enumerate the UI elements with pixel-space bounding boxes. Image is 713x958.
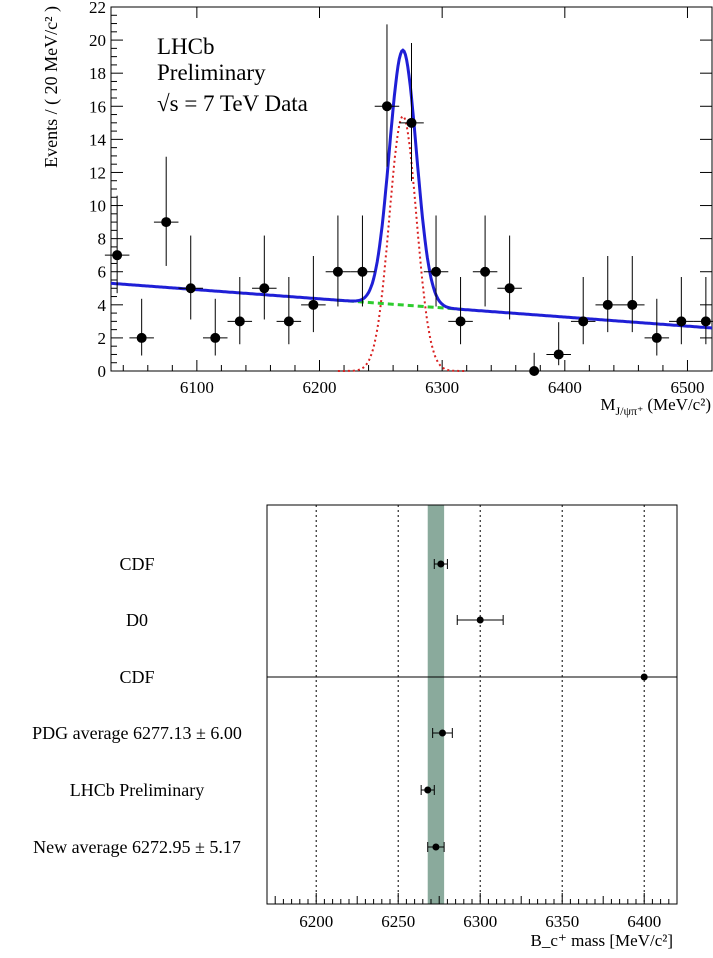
data-point [399, 43, 424, 182]
bottom-row-labels: CDF D0 CDF PDG average 6277.13 ± 6.00 LHCb P… [32, 554, 242, 857]
row-label: CDF [119, 554, 154, 574]
data-point [153, 156, 179, 266]
data-point [227, 276, 253, 345]
y-tick-label: 6 [98, 263, 107, 282]
y-tick-label: 20 [89, 31, 106, 50]
row-label: New average 6272.95 ± 5.17 [33, 837, 241, 857]
data-point [693, 276, 713, 345]
top-axes: 0 2 4 6 8 10 12 14 16 18 20 22 6100 6200 6300 6400 6500 [89, 0, 713, 397]
data-point [546, 322, 571, 366]
data-point [620, 256, 645, 333]
data-point [276, 276, 302, 345]
x-tick-label: 6100 [180, 378, 214, 397]
bottom-grid [315, 505, 645, 904]
bottom-measurements [420, 559, 648, 852]
measurement-point [420, 785, 435, 795]
data-point [325, 215, 351, 307]
row-label: CDF [119, 667, 154, 687]
x-tick-label: 6400 [627, 912, 661, 931]
y-tick-label: 14 [89, 130, 107, 149]
average-band [427, 505, 445, 904]
data-point [252, 235, 277, 320]
measurement-point [433, 559, 448, 569]
data-point [350, 215, 375, 307]
data-point [669, 276, 694, 345]
data-point [129, 298, 154, 356]
y-tick-label: 10 [89, 197, 106, 216]
measurement-point [427, 842, 445, 852]
data-point [178, 235, 203, 320]
x-tick-label: 6300 [463, 912, 497, 931]
signal-component-curve [337, 115, 467, 372]
data-point [104, 195, 130, 294]
x-tick-label: 6400 [548, 378, 582, 397]
y-tick-label: 16 [89, 97, 106, 116]
x-tick-label: 6250 [381, 912, 415, 931]
y-tick-label: 2 [98, 329, 107, 348]
bottom-plot-frame [266, 504, 678, 905]
top-y-axis-label: Events / ( 20 MeV/c² ) [41, 6, 62, 168]
annotation-preliminary: Preliminary [157, 60, 266, 85]
data-point [521, 352, 547, 376]
y-tick-label: 0 [98, 362, 107, 381]
row-label: D0 [126, 610, 148, 630]
data-point [374, 24, 400, 167]
annotation-energy: √s = 7 TeV Data [157, 91, 308, 116]
data-point [472, 215, 498, 307]
top-data-points [104, 24, 713, 376]
measurement-point [456, 615, 504, 625]
row-label: LHCb Preliminary [70, 780, 204, 800]
x-tick-label: 6200 [303, 378, 337, 397]
x-tick-label: 6200 [299, 912, 333, 931]
bottom-axes: 6200 6250 6300 6350 6400 [274, 893, 678, 931]
data-point [497, 235, 522, 320]
x-tick-label: 6350 [545, 912, 579, 931]
data-point [423, 215, 449, 307]
bottom-x-axis-label: B_c⁺ mass [MeV/c²] [531, 931, 673, 950]
x-tick-label: 6500 [670, 378, 704, 397]
data-point [595, 256, 621, 333]
y-tick-label: 22 [89, 0, 106, 17]
mass-comparison-panel: 6200 6250 6300 6350 6400 CDF D0 CDF PDG average… [32, 504, 678, 950]
y-tick-label: 4 [98, 296, 107, 315]
svg-text:MJ/ψπ⁺(MeV/c²): MJ/ψπ⁺ (MeV/c²) [600, 395, 711, 418]
top-x-axis-label: MJ/ψπ⁺ (MeV/c²) [600, 395, 711, 418]
data-point [301, 256, 326, 333]
measurement-point [640, 673, 648, 681]
annotation-lhcb: LHCb [157, 34, 215, 59]
row-label: PDG average 6277.13 ± 6.00 [32, 723, 242, 743]
data-point [202, 298, 228, 356]
data-point [448, 276, 473, 345]
data-point [570, 276, 596, 345]
y-tick-label: 12 [89, 163, 106, 182]
data-point [644, 298, 670, 356]
measurement-point [432, 728, 453, 738]
y-tick-label: 18 [89, 64, 106, 83]
y-tick-label: 8 [98, 230, 107, 249]
x-tick-label: 6300 [425, 378, 459, 397]
